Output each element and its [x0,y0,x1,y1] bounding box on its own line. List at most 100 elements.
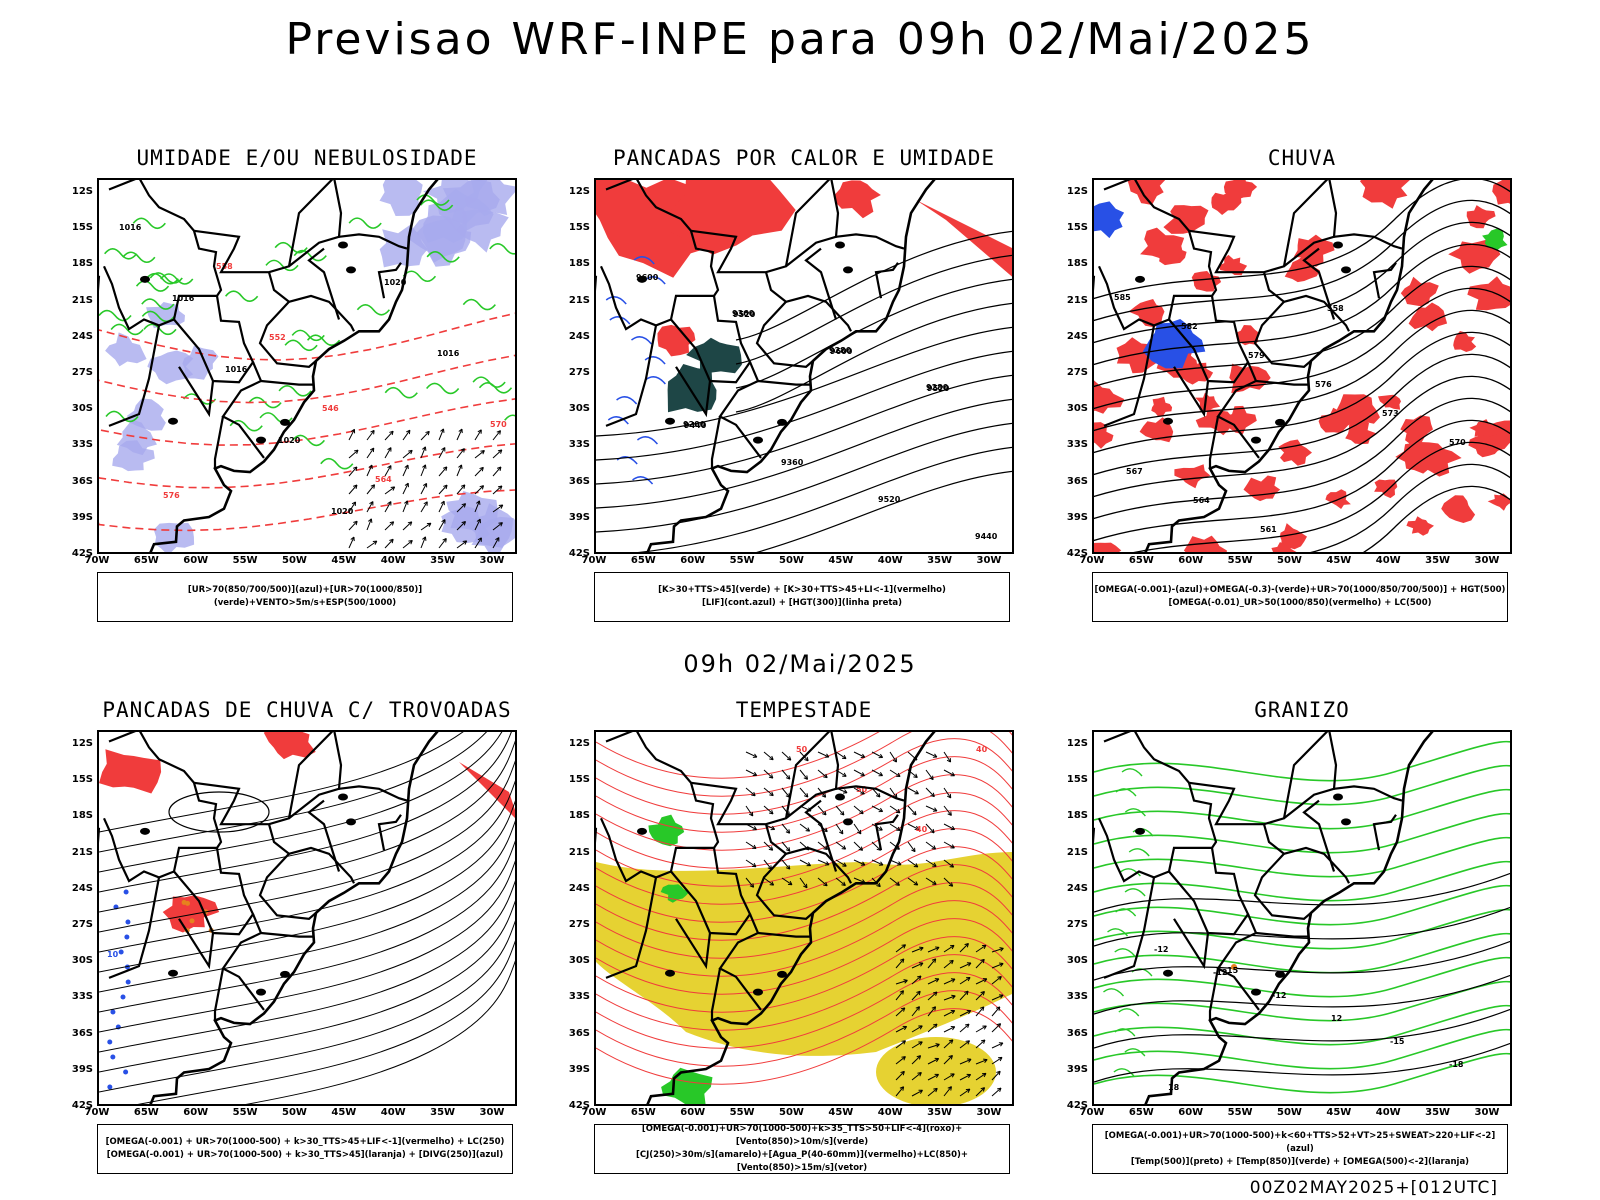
country-state-border [173,847,255,936]
streamline-850 [596,882,1012,959]
wind-vector [456,484,466,495]
lon-tick-label: 30W [1474,555,1500,566]
wind-vector [907,841,916,853]
wind-vector [496,430,501,435]
wind-vector [369,501,374,506]
wind-vector [991,1057,1003,1065]
wind-vector [946,758,952,763]
wind-vector [933,1087,938,1093]
wind-vector [980,1039,986,1044]
country-state-border [785,294,852,332]
wind-vector [951,994,956,1000]
lon-tick-label: 35W [927,1107,953,1118]
wind-vector [911,990,921,1001]
lat-tick-label: 42S [1066,548,1088,559]
country-state-border [1333,233,1403,250]
wind-vector [476,518,481,524]
humidity-contour [145,272,179,285]
wind-vector [752,826,757,831]
lat-tick-label: 39S [1066,1063,1088,1075]
contour-label: 558 [1327,304,1344,313]
streamline [99,732,464,833]
wind-vector [806,862,812,867]
lake [1251,988,1261,996]
wind-vector [817,751,830,758]
temperature-500-line [1094,1008,1510,1049]
temperature-850-line [1094,788,1510,830]
humidity-contour [306,334,341,346]
contour-label: 1020 [331,507,354,516]
lat-tick-label: 18S [71,810,93,822]
streamline [245,960,515,1104]
lake [168,969,178,977]
lon-tick-label: 55W [729,555,755,566]
country-state-border [1333,785,1403,802]
wind-vector [892,758,898,763]
wind-vector [420,501,428,513]
contour-label: 9280 [829,346,852,355]
lake [843,818,853,826]
wind-vector [943,769,955,777]
wind-vector [966,1009,972,1015]
lat-tick-label: 12S [568,186,590,197]
country-state-border [178,366,215,418]
wind-vector [441,447,446,452]
wind-vector [803,883,808,889]
country-state-border [1103,877,1156,979]
wind-vector [474,450,485,459]
wind-vector [370,484,376,489]
lon-tick-label: 45W [1326,555,1352,566]
wind-vector [492,466,502,477]
legend-line: [UR>70(850/700/500)](azul)+[UR>70(1000/8… [187,585,423,608]
lake [256,436,266,444]
contour-label: -12 [1272,991,1286,1000]
lake [637,275,647,283]
rain-area [1374,479,1398,499]
wind-vector [983,1058,988,1063]
country-state-border [690,732,840,826]
wind-vector [980,1087,986,1092]
wind-vector [943,877,954,887]
geopotential-height-line [1094,375,1510,498]
wind-vector [785,865,791,870]
wind-vector [461,521,466,526]
wind-vector [389,430,394,436]
strong-wind-area [661,1067,713,1104]
wind-vector [425,430,430,436]
temperature-500-line [1094,974,1510,1015]
temperature-850-line [1094,1004,1510,1046]
divergence-mark [124,934,130,940]
wind-vector [943,995,956,1001]
wind-vector [763,787,774,797]
wind-vector [998,994,1004,999]
streamline-850 [596,756,1012,833]
lat-tick-label: 39S [1066,511,1088,523]
lon-tick-label: 55W [232,1107,258,1118]
wind-vector [981,1072,987,1078]
temperature-850-line [1094,956,1510,998]
humidity-contour [105,410,139,423]
wind-vector [785,847,791,852]
wind-vector [959,977,971,985]
high-humidity-area [105,332,147,367]
geopotential-height-line [637,446,1012,552]
panel-title: PANCADAS DE CHUVA C/ TROVOADAS [102,698,512,722]
rain-area [1094,542,1122,552]
wind-vector [366,447,375,459]
wind-vector [839,829,844,835]
wind-vector [817,877,828,887]
wind-vector [442,538,447,543]
humidity-contour [104,248,138,260]
country-state-border [710,416,722,469]
contour-label: 18 [1168,1083,1180,1092]
wind-vector [781,769,791,780]
wind-vector [914,790,919,795]
wind-vector [402,429,411,441]
country-state-border [221,913,265,1011]
lake [777,418,787,426]
wind-vector [927,958,937,969]
wind-vector [387,447,392,452]
wind-vector [911,962,924,969]
geopotential-height-line [1094,199,1510,322]
lake [1275,970,1285,978]
